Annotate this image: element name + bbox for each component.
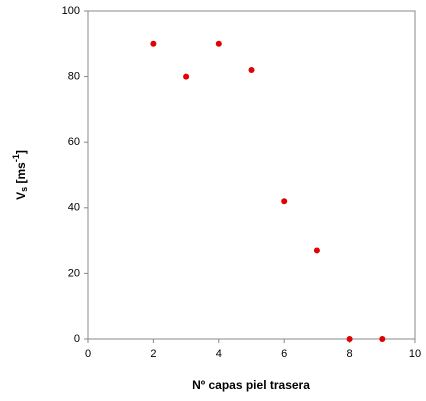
point [313, 247, 320, 254]
y-label-sub: s [19, 187, 29, 192]
x-tick-label: 0 [85, 348, 91, 360]
y-tick-label: 40 [68, 202, 80, 214]
y-label-sup: -1 [11, 154, 21, 162]
x-tick-label: 2 [150, 348, 156, 360]
x-tick-label: 10 [409, 348, 421, 360]
x-tick-label: 8 [347, 348, 353, 360]
point [281, 198, 288, 205]
plot-frame [87, 10, 416, 340]
point [248, 67, 255, 74]
y-axis-label: Vs [ms-1] [11, 150, 29, 200]
y-tick-label: 100 [62, 5, 80, 17]
y-tick-label: 80 [68, 71, 80, 83]
y-label-part: [ms [14, 162, 28, 187]
y-tick-label: 0 [74, 333, 80, 345]
y-tick-label: 60 [68, 136, 80, 148]
y-label-part: V [14, 192, 28, 200]
point [215, 40, 222, 47]
x-tick-label: 6 [281, 348, 287, 360]
y-tick-label: 20 [68, 267, 80, 279]
point [379, 336, 386, 342]
y-label-part: ] [14, 150, 28, 154]
point [183, 73, 190, 80]
x-tick-label: 4 [216, 348, 222, 360]
point [150, 40, 157, 47]
x-axis-label: Nº capas piel trasera [192, 378, 310, 392]
point [346, 336, 353, 342]
